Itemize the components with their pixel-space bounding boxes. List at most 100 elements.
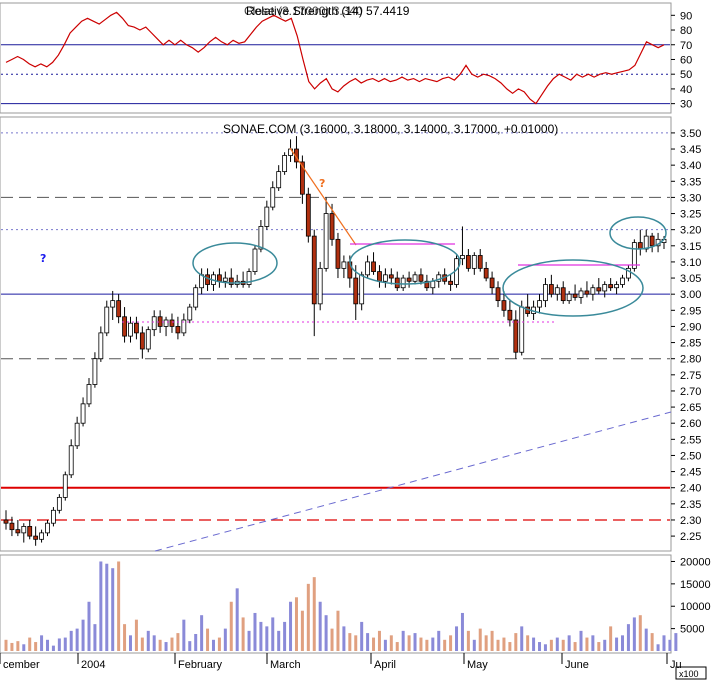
candle-body	[377, 271, 382, 282]
volume-y-axis: 5000 10000 15000 20000	[671, 556, 711, 636]
volume-bar	[300, 610, 304, 651]
rsi-tick-label: 40	[680, 84, 692, 96]
volume-bar	[549, 639, 553, 651]
volume-unit-label: x100	[679, 669, 699, 679]
volume-bar	[283, 621, 287, 651]
price-tick-label: 3.00	[680, 289, 701, 301]
volume-bar	[16, 641, 20, 651]
volume-bar	[431, 637, 435, 651]
volume-bar	[318, 601, 322, 651]
price-tick-label: 2.45	[680, 467, 701, 479]
candle-body	[560, 287, 566, 302]
price-frame	[0, 116, 672, 552]
volume-bar	[128, 635, 132, 651]
volume-bar	[668, 639, 672, 651]
candle-body	[483, 267, 489, 279]
volume-bar	[609, 626, 613, 651]
price-tick-label: 2.55	[680, 434, 701, 446]
volume-bar	[484, 635, 488, 651]
volume-bar	[573, 642, 577, 651]
x-tick-label: June	[565, 659, 589, 671]
volume-bar	[561, 639, 565, 651]
volume-bar	[621, 635, 625, 651]
candle-body	[353, 277, 359, 305]
volume-bar	[579, 630, 583, 651]
volume-bar	[200, 615, 204, 651]
rsi-title: Relative Strength (14) 57.4419	[246, 4, 410, 18]
candle-body	[578, 290, 584, 298]
volume-bar	[111, 568, 115, 651]
volume-bar	[158, 639, 162, 651]
volume-bar	[87, 601, 91, 651]
rsi-frame	[0, 2, 672, 114]
candle-body	[175, 326, 181, 334]
candle-body	[543, 284, 548, 302]
ellipse-june	[502, 259, 644, 317]
volume-bar	[247, 630, 251, 651]
candle-body	[566, 293, 572, 302]
volume-bar	[555, 637, 559, 651]
volume-bar	[615, 637, 619, 651]
volume-bar	[674, 633, 678, 651]
volume-bar	[538, 642, 542, 651]
volume-bar	[259, 621, 263, 651]
volume-bar	[34, 642, 38, 651]
candle-body	[258, 226, 264, 250]
volume-bar	[312, 577, 316, 651]
candle-body	[51, 509, 56, 524]
rsi-tick-label: 60	[680, 54, 692, 66]
price-tick-label: 3.30	[680, 192, 701, 204]
volume-bar	[508, 642, 512, 651]
candle-body	[27, 526, 33, 537]
volume-bar	[277, 630, 281, 651]
rsi-reference-lines	[1, 44, 670, 105]
volume-bar	[591, 635, 595, 651]
candle-body	[626, 267, 631, 279]
orange-trendline	[289, 147, 357, 246]
volume-bar	[188, 641, 192, 651]
candle-body	[56, 496, 62, 511]
volume-bar	[117, 561, 121, 651]
volume-bar	[650, 633, 654, 651]
volume-bar	[372, 637, 376, 651]
volume-bar	[413, 633, 417, 651]
candle-body	[139, 332, 145, 350]
question-mark-blue: ?	[40, 252, 46, 265]
candle-body	[637, 242, 643, 250]
volume-bar	[229, 601, 233, 651]
volume-bar	[460, 612, 464, 651]
candle-body	[430, 280, 436, 289]
candle-body	[412, 274, 418, 282]
rsi-tick-label: 30	[680, 99, 692, 111]
candle-body	[276, 171, 282, 189]
candle-body	[128, 322, 133, 337]
volume-bar	[105, 563, 109, 651]
volume-bar	[638, 615, 642, 651]
candle-body	[305, 193, 311, 237]
candle-body	[122, 316, 127, 337]
volume-bar	[289, 601, 293, 651]
candle-body	[222, 277, 228, 282]
candle-body	[62, 474, 68, 498]
x-tick-label: Ju	[670, 659, 682, 671]
rsi-y-axis: 30 40 50 60 70 80 90	[671, 10, 692, 111]
x-tick-label: 2004	[81, 659, 105, 671]
x-tick-label: cember	[3, 659, 40, 671]
x-tick-label: May	[467, 659, 488, 671]
x-tick-label: February	[178, 659, 223, 671]
candle-body	[45, 522, 50, 534]
candle-body	[335, 238, 341, 269]
candle-body	[631, 242, 637, 269]
volume-bar	[140, 637, 144, 651]
volume-bar	[354, 635, 358, 651]
candle-body	[39, 532, 44, 540]
volume-bar	[360, 621, 364, 651]
candle-body	[98, 332, 104, 360]
volume-bar	[496, 639, 500, 651]
volume-bar	[69, 630, 73, 651]
volume-bar	[28, 637, 32, 651]
volume-bar	[455, 626, 459, 651]
candle-body	[92, 358, 98, 385]
volume-unit-box	[675, 666, 707, 680]
